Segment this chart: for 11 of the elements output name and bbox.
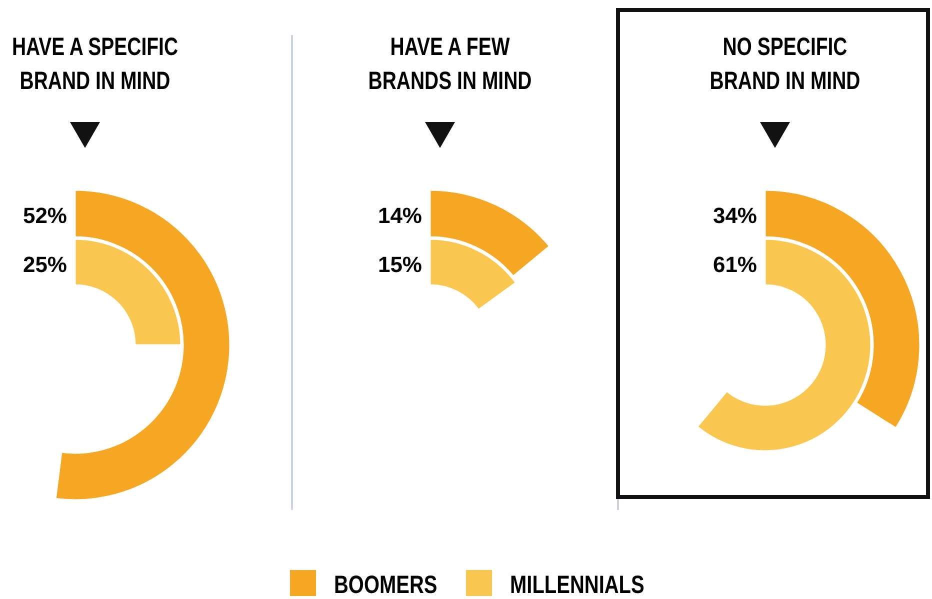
category-label: NO SPECIFIC BRAND IN MIND — [710, 32, 860, 95]
data-label: 52% — [22, 203, 67, 228]
data-label: 14% — [378, 203, 422, 228]
category-label: HAVE A FEW BRANDS IN MIND — [368, 32, 532, 95]
data-label: 34% — [712, 203, 757, 228]
legend-label: BOOMERS — [334, 570, 438, 599]
category-label: HAVE A SPECIFIC BRAND IN MIND — [12, 32, 178, 95]
data-label: 61% — [712, 252, 757, 277]
data-label: 15% — [378, 252, 422, 277]
legend-label: MILLENNIALS — [510, 570, 644, 599]
data-label: 25% — [22, 252, 67, 277]
